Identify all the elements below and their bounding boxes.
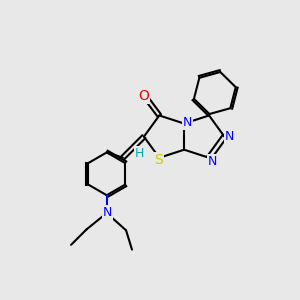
Text: N: N: [103, 206, 112, 219]
Text: S: S: [154, 153, 163, 167]
Text: N: N: [183, 116, 192, 129]
Text: O: O: [139, 89, 150, 103]
Text: H: H: [135, 146, 144, 160]
Text: N: N: [225, 130, 235, 142]
Text: N: N: [208, 155, 217, 168]
